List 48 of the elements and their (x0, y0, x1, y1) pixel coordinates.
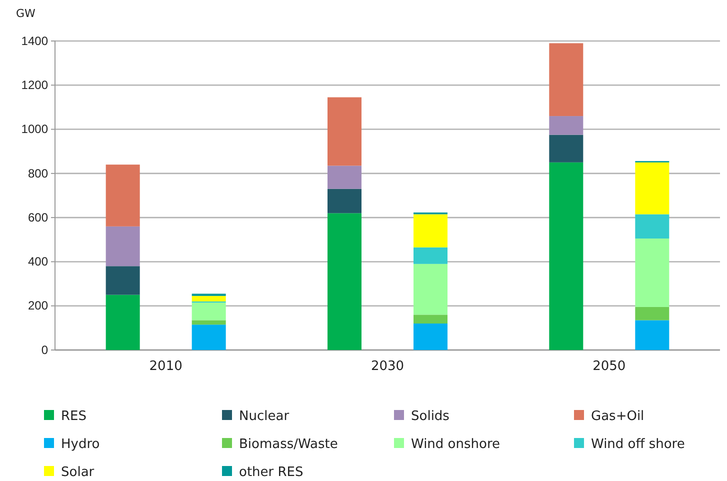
bar (549, 116, 584, 135)
y-tick-label: 1200 (21, 78, 48, 92)
bar (635, 306, 670, 320)
legend-label: other RES (239, 465, 304, 480)
bar (635, 162, 670, 214)
y-tick-label: 600 (28, 210, 48, 224)
legend-label: RES (61, 409, 86, 424)
y-tick-label: 1000 (21, 122, 48, 136)
bar (106, 266, 140, 295)
bar (414, 214, 448, 248)
bar (549, 134, 584, 162)
x-tick-label: 2010 (149, 359, 182, 374)
bar (328, 188, 362, 214)
bar (549, 162, 584, 350)
bar (106, 164, 140, 226)
bar (328, 166, 362, 189)
bar (549, 43, 584, 116)
bar (635, 320, 670, 350)
bar (106, 294, 140, 350)
bar (192, 302, 226, 320)
y-tick-label: 200 (28, 298, 48, 313)
bar (192, 320, 226, 325)
bar (414, 264, 448, 315)
bar (635, 238, 670, 307)
legend-label: Biomass/Waste (239, 437, 338, 452)
x-tick-label: 2050 (592, 359, 626, 374)
y-tick-label: 800 (28, 166, 48, 180)
legend-label: Solar (61, 465, 95, 480)
bar (414, 314, 448, 324)
bar (328, 213, 362, 350)
legend-label: Hydro (61, 437, 100, 452)
bar (414, 247, 448, 264)
legend-label: Wind off shore (591, 437, 685, 452)
bar (414, 324, 448, 350)
x-tick-label: 2030 (370, 359, 404, 374)
y-tick-label: 400 (28, 254, 48, 269)
legend-label: Nuclear (239, 409, 290, 424)
legend-label: Wind onshore (411, 437, 500, 452)
bar (328, 97, 362, 166)
bar (635, 214, 670, 239)
y-axis-title: GW (16, 7, 36, 20)
bar (192, 324, 226, 350)
legend-label: Solids (411, 409, 450, 424)
bar (106, 226, 140, 266)
legend-label: Gas+Oil (591, 409, 644, 424)
y-tick-label: 1400 (21, 34, 48, 48)
y-tick-label: 0 (41, 342, 48, 357)
bar (192, 296, 226, 302)
